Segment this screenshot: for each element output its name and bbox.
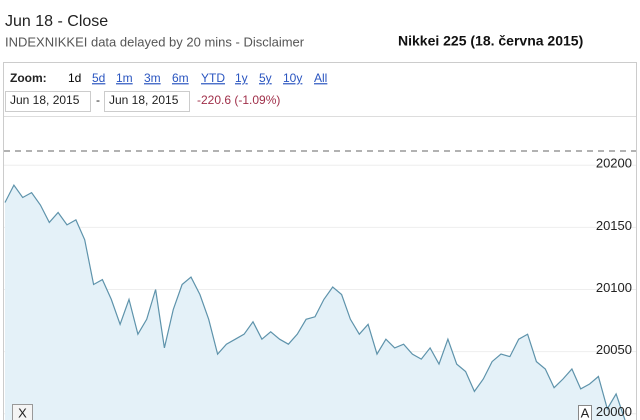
annotation-flag [578,405,592,420]
date-box[interactable] [5,91,91,112]
price-line [4,183,626,420]
plot: 20200 20150 20100 20050 20000 A [4,150,636,420]
zoom-option[interactable]: 1m [116,71,133,85]
close-label: Jun 18 - Close [5,13,108,30]
zoom-option[interactable]: 10y [283,71,302,85]
close-button[interactable] [12,404,33,420]
range-end: Jun 18, 2015 [109,93,179,107]
zoom-option[interactable]: YTD [201,71,225,85]
y-tick-label: 20200 [596,156,632,171]
range-start: Jun 18, 2015 [10,93,80,107]
zoom-option[interactable]: All [314,71,327,85]
source: INDEXNIKKEI data delayed by 20 mins - Di… [5,34,305,49]
y-tick-label: 20000 [596,404,632,419]
zoom-option[interactable]: 5y [259,71,272,85]
y-tick-label: 20150 [596,218,632,233]
date-box[interactable] [104,91,190,112]
zoom-option[interactable]: 5d [92,71,105,85]
caption: Nikkei 225 (18. června 2015) [398,33,583,49]
y-tick-label: 20100 [596,280,632,295]
zoom-label: Zoom: [10,71,47,85]
range-sep: - [96,93,100,107]
area-fill [5,185,625,420]
annotation-label: A [581,405,590,420]
zoom-option[interactable]: 1y [235,71,248,85]
close-button-label: X [18,405,27,420]
y-tick-label: 20050 [596,342,632,357]
zoom-option[interactable]: 1d [68,71,81,85]
zoom-option[interactable]: 6m [172,71,189,85]
change: -220.6 (-1.09%) [197,93,280,107]
zoom-option[interactable]: 3m [144,71,161,85]
